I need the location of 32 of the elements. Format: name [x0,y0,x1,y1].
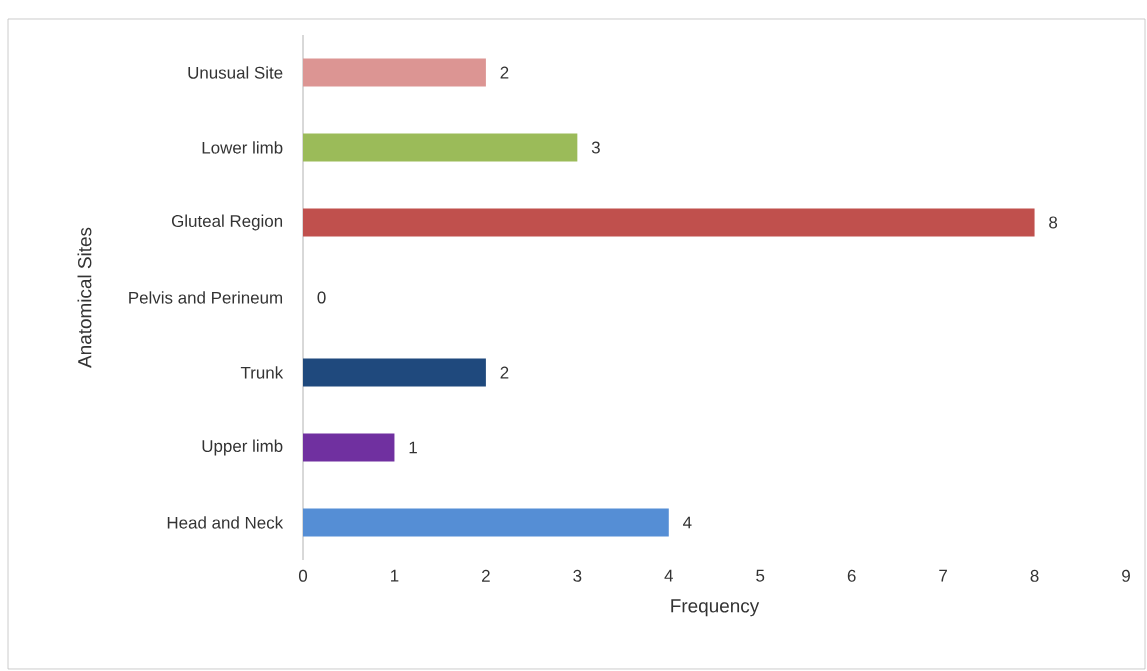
y-tick-label: Trunk [240,366,284,379]
bar [303,433,395,462]
x-tick-label: 4 [664,569,673,582]
x-axis-title: Frequency [671,599,760,617]
x-tick-label: 2 [482,569,490,582]
y-axis-title: Anatomical Sites [77,227,92,368]
x-tick-label: 3 [573,569,582,582]
bar [303,133,578,162]
y-tick-label: Upper limb [202,439,283,456]
data-label: 0 [317,291,326,304]
x-tick-label: 1 [391,569,399,582]
x-tick-label: 8 [1030,569,1039,582]
data-label: 3 [591,141,600,154]
x-tick-label: 5 [756,569,765,582]
bar [303,358,486,387]
y-tick-label: Lower limb [202,141,283,154]
y-tick-label: Unusual Site [188,66,283,79]
data-label: 2 [500,66,509,79]
x-tick-label: 6 [847,569,856,582]
data-label: 2 [500,366,509,379]
bar [303,508,669,537]
x-tick-label: 0 [298,569,308,582]
y-tick-label: Pelvis and Perineum [129,291,283,304]
bar [303,208,1035,237]
data-label: 4 [683,516,692,529]
bar [303,58,486,87]
x-tick-label: 9 [1122,569,1130,582]
y-tick-label: Gluteal Region [171,214,283,231]
data-label: 1 [409,441,417,454]
y-tick-label: Head and Neck [167,516,284,529]
data-label: 8 [1049,216,1058,229]
x-tick-label: 7 [939,569,947,582]
